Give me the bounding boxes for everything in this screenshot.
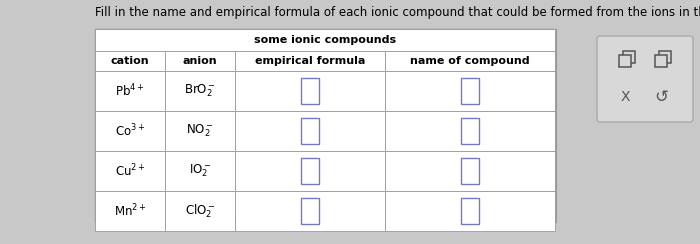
Text: X: X	[620, 90, 630, 104]
Bar	[235, 151, 385, 191]
Bar	[95, 191, 165, 231]
Bar	[165, 51, 235, 71]
Bar	[95, 29, 555, 51]
Bar	[623, 51, 635, 63]
Text: empirical formula: empirical formula	[255, 56, 365, 66]
Bar	[95, 71, 165, 111]
Text: Cu$^{2+}$: Cu$^{2+}$	[115, 163, 146, 179]
Text: NO$_2^-$: NO$_2^-$	[186, 123, 214, 139]
Text: anion: anion	[183, 56, 217, 66]
Bar	[235, 191, 385, 231]
Bar	[659, 51, 671, 63]
Bar	[165, 151, 235, 191]
Bar	[385, 51, 555, 71]
Bar	[165, 111, 235, 151]
Text: ↺: ↺	[654, 88, 668, 106]
Bar	[95, 29, 555, 222]
Text: Co$^{3+}$: Co$^{3+}$	[115, 123, 145, 139]
Bar	[461, 198, 479, 224]
Text: IO$_2^-$: IO$_2^-$	[189, 163, 211, 179]
Text: ClO$_2^-$: ClO$_2^-$	[185, 202, 215, 220]
FancyBboxPatch shape	[597, 36, 693, 122]
Bar	[235, 71, 385, 111]
Bar	[301, 118, 319, 144]
Bar	[301, 78, 319, 104]
Bar	[165, 191, 235, 231]
Bar	[301, 198, 319, 224]
Bar	[620, 55, 631, 67]
Bar	[95, 151, 165, 191]
Text: some ionic compounds: some ionic compounds	[254, 35, 396, 45]
Bar	[95, 111, 165, 151]
Bar	[385, 151, 555, 191]
Bar	[385, 71, 555, 111]
Bar	[235, 51, 385, 71]
Bar	[165, 71, 235, 111]
Text: cation: cation	[111, 56, 149, 66]
Bar	[301, 158, 319, 184]
Bar	[461, 78, 479, 104]
Bar	[461, 158, 479, 184]
Bar	[461, 118, 479, 144]
Bar	[385, 191, 555, 231]
Bar	[235, 111, 385, 151]
Text: Fill in the name and empirical formula of each ionic compound that could be form: Fill in the name and empirical formula o…	[95, 6, 700, 19]
Text: BrO$_2^-$: BrO$_2^-$	[184, 83, 216, 99]
Bar	[385, 111, 555, 151]
Text: name of compound: name of compound	[410, 56, 530, 66]
Text: Mn$^{2+}$: Mn$^{2+}$	[113, 203, 146, 219]
Bar	[655, 55, 667, 67]
Bar	[95, 51, 165, 71]
Text: Pb$^{4+}$: Pb$^{4+}$	[116, 83, 145, 99]
